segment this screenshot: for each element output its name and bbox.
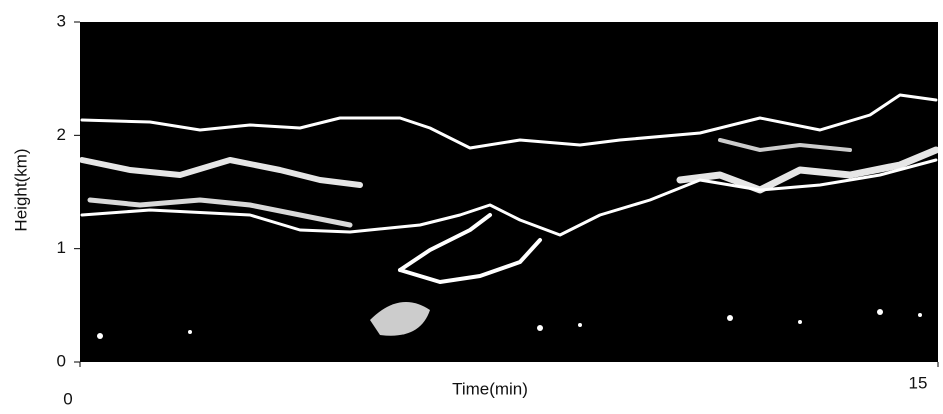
y-tick-label: 0: [57, 351, 66, 370]
x-axis-label: Time(min): [452, 379, 528, 398]
y-tick-label: 2: [57, 125, 66, 144]
y-tick-label: 1: [57, 238, 66, 257]
x-tick-label: 15: [909, 373, 928, 392]
y-axis-label: Height(km): [11, 148, 30, 231]
plot-image: [80, 22, 938, 362]
chart: Time(min) Height(km) 0 1 2 3 0 15: [0, 0, 943, 414]
x-tick-label: 0: [63, 389, 72, 408]
y-tick-label: 3: [57, 11, 66, 30]
